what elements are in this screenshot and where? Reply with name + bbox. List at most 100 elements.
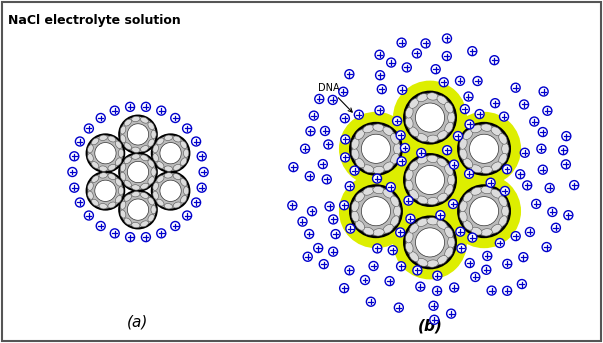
Ellipse shape <box>173 174 181 180</box>
Ellipse shape <box>409 189 418 199</box>
Ellipse shape <box>444 102 453 113</box>
Ellipse shape <box>183 187 189 195</box>
Circle shape <box>88 173 123 209</box>
Circle shape <box>500 187 510 196</box>
Circle shape <box>394 303 403 312</box>
Ellipse shape <box>394 205 401 217</box>
Circle shape <box>361 197 391 226</box>
Ellipse shape <box>108 136 116 142</box>
Circle shape <box>449 200 458 209</box>
Circle shape <box>95 180 116 201</box>
Circle shape <box>421 39 430 48</box>
Circle shape <box>458 123 510 175</box>
Circle shape <box>470 197 499 226</box>
Circle shape <box>406 156 454 204</box>
Circle shape <box>415 228 444 257</box>
Circle shape <box>490 56 499 65</box>
Circle shape <box>416 282 425 291</box>
Ellipse shape <box>355 130 365 140</box>
Ellipse shape <box>447 237 455 248</box>
Circle shape <box>197 152 206 161</box>
Circle shape <box>373 244 382 253</box>
Ellipse shape <box>140 221 148 227</box>
Ellipse shape <box>92 199 99 206</box>
Circle shape <box>393 143 467 217</box>
Circle shape <box>318 159 327 169</box>
Circle shape <box>406 214 415 223</box>
Circle shape <box>511 232 520 240</box>
Ellipse shape <box>183 149 189 157</box>
Ellipse shape <box>427 93 438 100</box>
Ellipse shape <box>459 148 467 159</box>
Ellipse shape <box>120 164 126 172</box>
Ellipse shape <box>131 116 140 122</box>
Circle shape <box>305 229 314 238</box>
Ellipse shape <box>108 164 116 170</box>
Ellipse shape <box>99 166 107 171</box>
Ellipse shape <box>383 127 393 136</box>
Circle shape <box>404 196 413 205</box>
Ellipse shape <box>87 145 93 153</box>
Circle shape <box>341 135 350 144</box>
Ellipse shape <box>409 127 418 137</box>
Circle shape <box>324 140 333 149</box>
Circle shape <box>86 134 124 172</box>
Circle shape <box>375 50 384 59</box>
Circle shape <box>350 123 402 175</box>
Ellipse shape <box>405 179 413 191</box>
Circle shape <box>341 153 350 162</box>
Circle shape <box>121 154 156 190</box>
Circle shape <box>153 173 188 209</box>
Ellipse shape <box>464 158 473 168</box>
Circle shape <box>430 315 439 324</box>
Circle shape <box>542 243 551 251</box>
Circle shape <box>298 217 307 226</box>
Ellipse shape <box>124 218 131 225</box>
Circle shape <box>471 272 480 282</box>
Circle shape <box>429 301 438 310</box>
Ellipse shape <box>464 130 473 140</box>
Ellipse shape <box>148 122 154 130</box>
Ellipse shape <box>131 154 140 159</box>
Circle shape <box>153 135 188 171</box>
Ellipse shape <box>417 196 428 204</box>
Ellipse shape <box>355 158 365 168</box>
Circle shape <box>503 259 512 268</box>
Ellipse shape <box>444 247 453 258</box>
Circle shape <box>468 233 477 242</box>
Ellipse shape <box>363 227 374 235</box>
Ellipse shape <box>481 229 492 236</box>
Circle shape <box>339 284 349 293</box>
Ellipse shape <box>115 196 122 203</box>
Circle shape <box>564 211 573 220</box>
Circle shape <box>328 95 337 104</box>
Ellipse shape <box>131 222 140 228</box>
Circle shape <box>465 120 474 129</box>
Circle shape <box>538 165 548 174</box>
Ellipse shape <box>153 154 159 162</box>
Circle shape <box>125 233 134 241</box>
Circle shape <box>151 172 189 210</box>
Circle shape <box>300 144 309 153</box>
Circle shape <box>537 144 546 153</box>
Ellipse shape <box>118 149 124 157</box>
Ellipse shape <box>409 98 418 108</box>
Ellipse shape <box>140 155 148 161</box>
Ellipse shape <box>405 107 413 118</box>
Ellipse shape <box>148 214 154 222</box>
Ellipse shape <box>373 124 384 131</box>
Circle shape <box>361 275 370 284</box>
Ellipse shape <box>491 162 501 171</box>
Circle shape <box>352 125 400 173</box>
Circle shape <box>387 58 396 67</box>
Ellipse shape <box>140 145 148 152</box>
Circle shape <box>406 93 454 142</box>
Circle shape <box>121 117 156 152</box>
Ellipse shape <box>491 127 501 136</box>
Text: (a): (a) <box>127 315 149 330</box>
Circle shape <box>447 309 456 318</box>
Ellipse shape <box>391 133 399 144</box>
Ellipse shape <box>405 117 413 128</box>
Circle shape <box>288 201 297 210</box>
Ellipse shape <box>447 174 455 186</box>
